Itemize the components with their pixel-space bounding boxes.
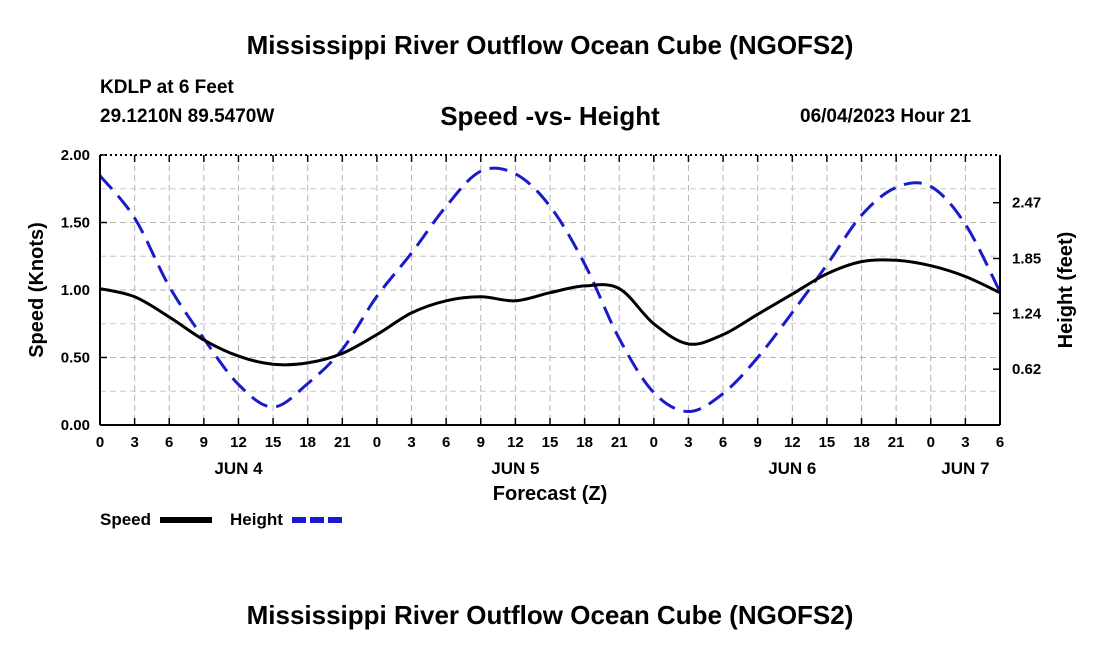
x-tick-label: 6: [719, 434, 727, 451]
x-tick-label: 6: [442, 434, 450, 451]
x-tick-label: 21: [334, 434, 351, 451]
y2-tick-label: 1.85: [1012, 251, 1041, 268]
y2-axis-title: Height (feet): [1055, 232, 1077, 349]
axes: 0 3 6 9 12 15 18 21 0 3 6 9 12 15 18 21 0 3 6 9 12 15 18 21 0 3 6J…: [61, 147, 1042, 478]
x-day-label: JUN 6: [768, 459, 816, 478]
legend-label-speed: Speed: [100, 510, 151, 529]
x-tick-label: 0: [927, 434, 935, 451]
y2-tick-label: 2.47: [1012, 195, 1041, 212]
legend-label-height: Height: [230, 510, 283, 529]
x-tick-label: 15: [542, 434, 559, 451]
y-tick-label: 1.50: [61, 215, 90, 232]
series-line-speed: [99, 258, 1001, 367]
x-day-label: JUN 7: [941, 459, 989, 478]
x-tick-label: 21: [611, 434, 628, 451]
x-tick-label: 12: [507, 434, 524, 451]
x-tick-label: 0: [96, 434, 104, 451]
series-lines: [98, 166, 1002, 414]
x-tick-label: 15: [265, 434, 282, 451]
x-tick-label: 3: [407, 434, 415, 451]
x-tick-label: 9: [200, 434, 208, 451]
series-line-height: [98, 166, 1002, 414]
x-tick-label: 3: [130, 434, 138, 451]
x-tick-label: 18: [299, 434, 316, 451]
y-axis-title: Speed (Knots): [26, 222, 48, 358]
y-tick-label: 2.00: [61, 147, 90, 164]
x-tick-label: 18: [576, 434, 593, 451]
station-coords: 29.1210N 89.5470W: [100, 106, 275, 127]
legend: Speed Height: [100, 510, 342, 529]
x-tick-label: 6: [165, 434, 173, 451]
x-tick-label: 12: [784, 434, 801, 451]
x-tick-label: 3: [961, 434, 969, 451]
x-axis-title: Forecast (Z): [493, 483, 607, 505]
x-day-label: JUN 4: [214, 459, 263, 478]
x-tick-label: 0: [650, 434, 658, 451]
y-tick-label: 0.00: [61, 417, 90, 434]
x-tick-label: 0: [373, 434, 381, 451]
y-tick-label: 0.50: [61, 350, 90, 367]
x-tick-label: 9: [754, 434, 762, 451]
y2-tick-label: 0.62: [1012, 361, 1041, 378]
x-tick-label: 9: [477, 434, 485, 451]
x-day-label: JUN 5: [491, 459, 539, 478]
chart-main-title: Mississippi River Outflow Ocean Cube (NG…: [246, 30, 854, 60]
y2-tick-label: 1.24: [1012, 305, 1042, 322]
x-tick-label: 15: [819, 434, 836, 451]
x-tick-label: 21: [888, 434, 905, 451]
x-tick-label: 3: [684, 434, 692, 451]
station-label: KDLP at 6 Feet: [100, 77, 234, 98]
x-tick-label: 18: [853, 434, 870, 451]
footer-title: Mississippi River Outflow Ocean Cube (NG…: [246, 600, 854, 630]
x-tick-label: 12: [230, 434, 247, 451]
grid-lines: [100, 155, 1000, 425]
x-tick-label: 6: [996, 434, 1004, 451]
forecast-datetime: 06/04/2023 Hour 21: [800, 106, 972, 127]
chart-subtitle: Speed -vs- Height: [440, 101, 660, 131]
y-tick-label: 1.00: [61, 282, 90, 299]
